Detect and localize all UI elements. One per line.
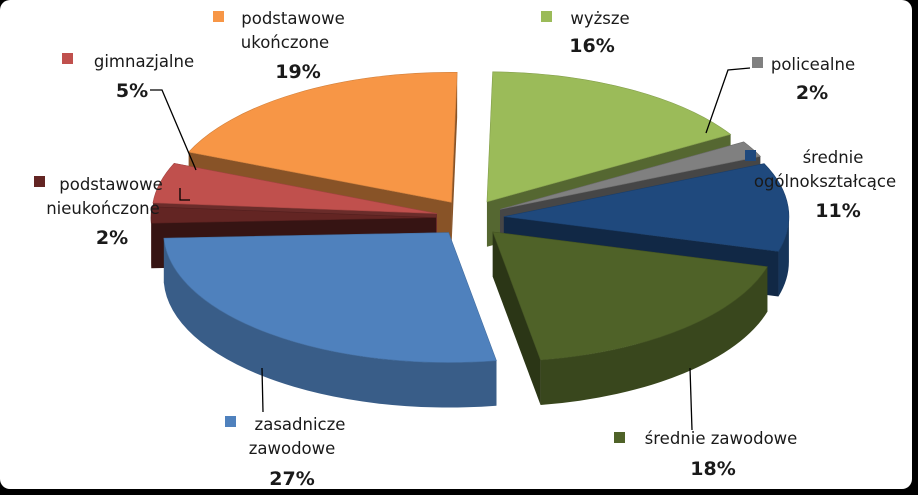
slice-label-text: gimnazjalne (94, 52, 194, 71)
slice-side (163, 238, 497, 408)
slice-value-label: 2% (96, 227, 128, 249)
leader-line (150, 89, 197, 171)
slice-value-label: 2% (796, 82, 828, 104)
pie-slice (503, 163, 790, 252)
slice-label-text: podstawowe (241, 9, 344, 28)
legend-swatch-icon (745, 150, 756, 161)
leader-line (689, 367, 693, 431)
slice-value-label: 19% (275, 61, 320, 83)
pie-slice (486, 71, 732, 203)
legend-swatch-icon (225, 416, 236, 427)
leader-lines (150, 67, 751, 431)
legend-swatch-icon (752, 57, 763, 68)
slice-label-text: podstawowe (59, 175, 162, 194)
slice-label: policealne 2% (752, 55, 855, 104)
slice-wall (492, 231, 541, 406)
slice-value-label: 27% (269, 468, 314, 489)
slice-label-text: zasadnicze (255, 415, 346, 434)
slice-label: podstawowe ukończone 19% (213, 9, 345, 83)
slice-value-label: 16% (569, 35, 614, 57)
slice-label-text: ukończone (241, 33, 329, 52)
legend-swatch-icon (62, 53, 73, 64)
slice-side (778, 216, 789, 297)
slice-label: zasadnicze zawodowe 27% (225, 415, 345, 489)
slice-value-label: 11% (815, 200, 860, 222)
slice-label: średnie zawodowe 18% (614, 429, 797, 480)
leader-line (261, 367, 264, 413)
leader-line (179, 188, 190, 201)
pie-slice (492, 231, 768, 361)
slice-label-text: nieukończone (46, 199, 160, 218)
slice-labels: wyższe 16% policealne 2% średnie ogólnokształ… (34, 9, 896, 489)
pie-slice (188, 72, 458, 203)
slice-label-text: średnie zawodowe (645, 429, 798, 448)
legend-swatch-icon (541, 11, 552, 22)
slice-wall (451, 72, 458, 248)
slice-label: wyższe 16% (541, 9, 630, 57)
slice-label: średnie ogólnokształcące 11% (745, 148, 896, 222)
slice-label-text: średnie (803, 148, 864, 167)
pie-slice (500, 141, 761, 210)
pie-slice (150, 206, 437, 224)
leader-line (705, 67, 751, 134)
legend-swatch-icon (34, 176, 45, 187)
slice-label: podstawowe nieukończone 2% (34, 175, 163, 249)
pie-slice (163, 232, 497, 363)
slice-label-text: wyższe (570, 9, 629, 28)
pie-tops (150, 71, 790, 363)
slice-label-text: zawodowe (249, 439, 336, 458)
slice-label-text: policealne (771, 55, 855, 74)
slice-value-label: 5% (116, 80, 148, 102)
legend-swatch-icon (213, 11, 224, 22)
slice-label: gimnazjalne 5% (62, 52, 194, 102)
pie-slice (152, 162, 438, 214)
slice-value-label: 18% (690, 458, 735, 480)
slice-side (540, 266, 768, 406)
legend-swatch-icon (614, 432, 625, 443)
slice-label-text: ogólnokształcące (754, 172, 896, 191)
